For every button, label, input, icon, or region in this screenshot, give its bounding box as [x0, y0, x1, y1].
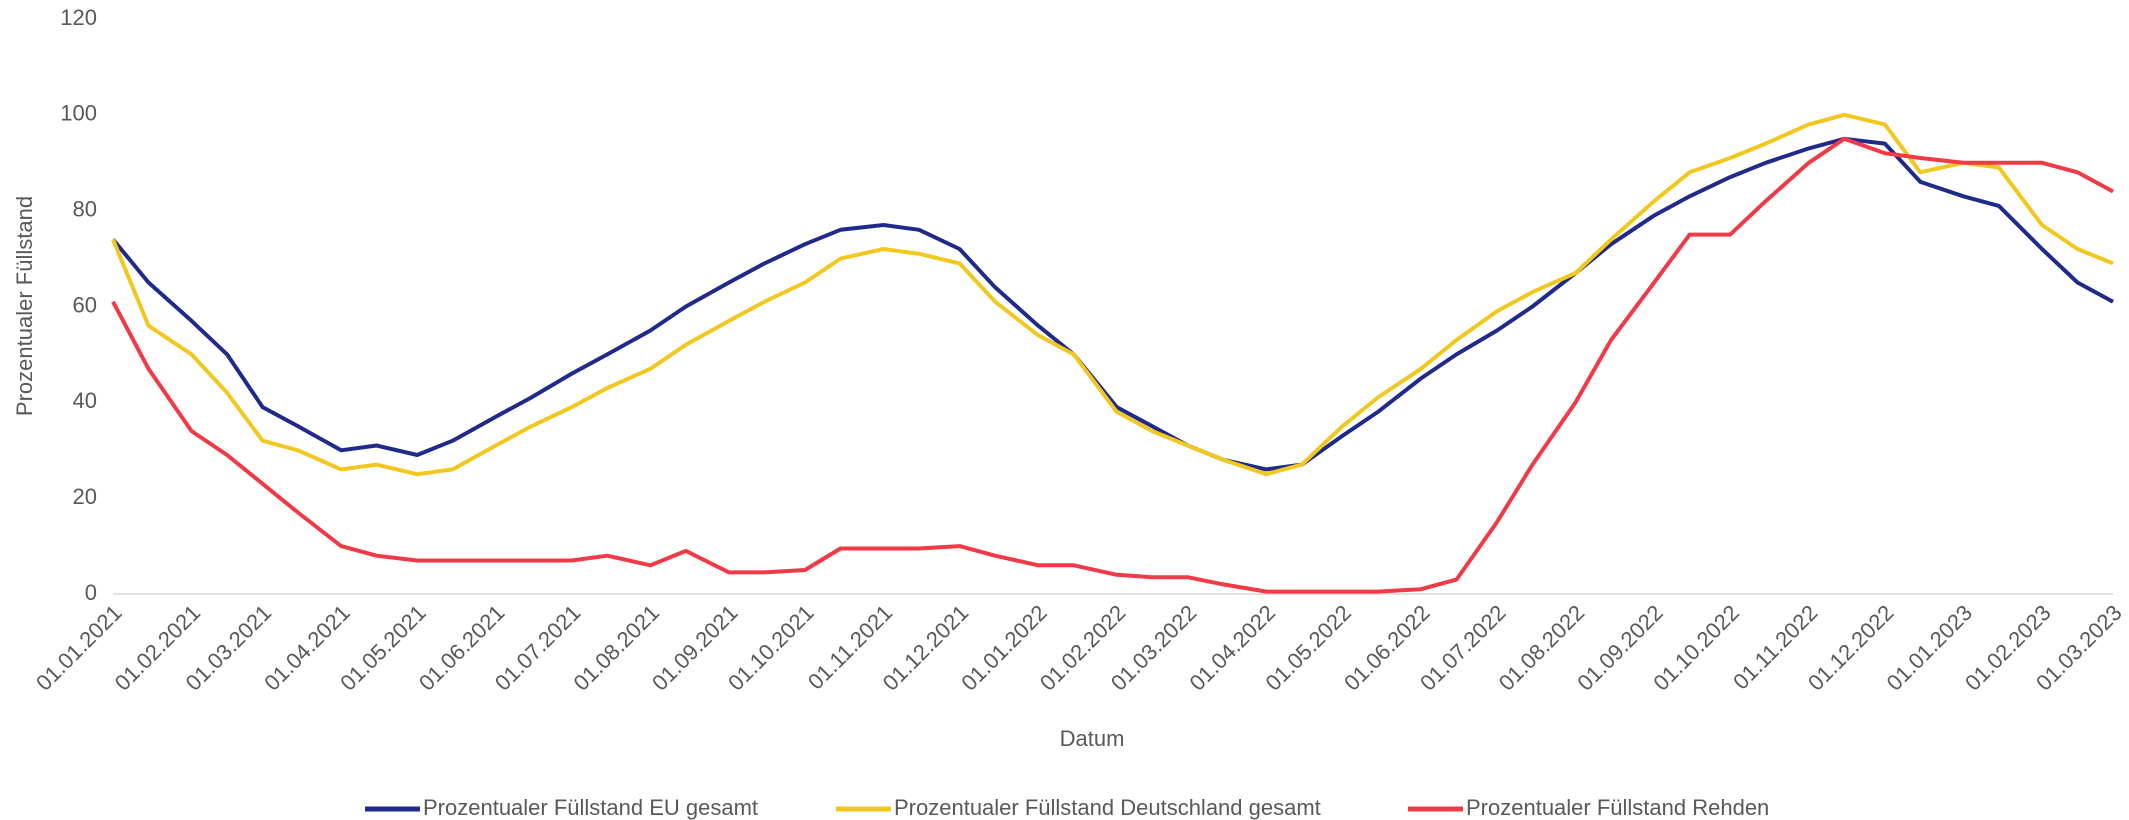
- y-axis-title: Prozentualer Füllstand: [12, 196, 37, 416]
- y-tick-label: 120: [60, 5, 97, 30]
- y-tick-label: 60: [73, 292, 97, 317]
- series-line: [111, 136, 2114, 472]
- legend-label: Prozentualer Füllstand Rehden: [1466, 795, 1769, 820]
- y-tick-label: 20: [73, 484, 97, 509]
- y-tick-label: 40: [73, 388, 97, 413]
- y-tick-label: 100: [60, 101, 97, 126]
- x-axis-title: Datum: [1060, 726, 1125, 751]
- y-tick-label: 0: [85, 580, 97, 605]
- series-line: [111, 136, 2114, 594]
- series-line: [111, 112, 2114, 477]
- legend-label: Prozentualer Füllstand EU gesamt: [423, 795, 758, 820]
- y-tick-label: 80: [73, 196, 97, 221]
- legend-label: Prozentualer Füllstand Deutschland gesam…: [894, 795, 1321, 820]
